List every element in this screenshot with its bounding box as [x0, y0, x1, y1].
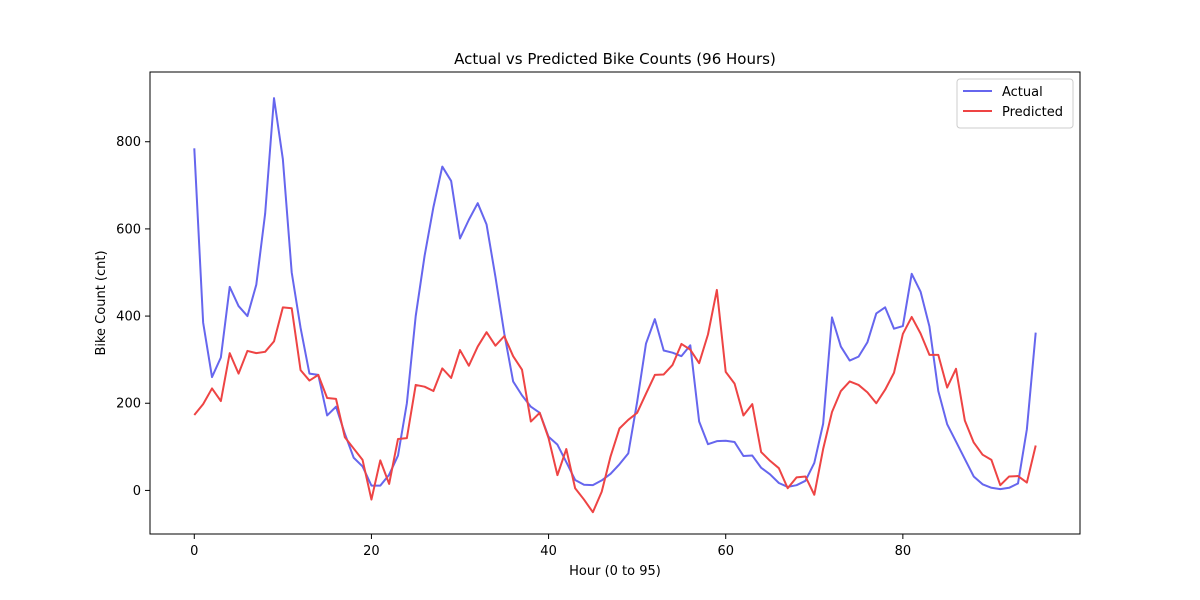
- x-tick-label: 40: [540, 544, 557, 559]
- chart-title: Actual vs Predicted Bike Counts (96 Hour…: [454, 50, 776, 68]
- x-tick-label: 0: [190, 544, 198, 559]
- series-line-predicted: [193, 288, 1037, 514]
- y-tick-label: 400: [116, 310, 141, 325]
- y-tick-label: 0: [133, 484, 141, 499]
- y-axis-label: Bike Count (cnt): [94, 250, 109, 355]
- x-tick-label: 80: [895, 544, 912, 559]
- x-tick-label: 20: [363, 544, 380, 559]
- legend-label-predicted: Predicted: [1002, 105, 1063, 120]
- x-tick-label: 60: [717, 544, 734, 559]
- legend: Actual Predicted: [956, 78, 1074, 129]
- series-line-actual: [193, 97, 1037, 491]
- y-axis: 0 200 400 600 800: [116, 135, 150, 499]
- y-tick-label: 800: [116, 135, 141, 150]
- x-axis-label: Hour (0 to 95): [569, 564, 661, 579]
- x-axis: 0 20 40 60 80: [190, 534, 911, 559]
- series-layer: [193, 97, 1037, 514]
- plot-area: [149, 71, 1081, 535]
- y-tick-label: 200: [116, 397, 141, 412]
- y-tick-label: 600: [116, 222, 141, 237]
- legend-label-actual: Actual: [1002, 85, 1043, 100]
